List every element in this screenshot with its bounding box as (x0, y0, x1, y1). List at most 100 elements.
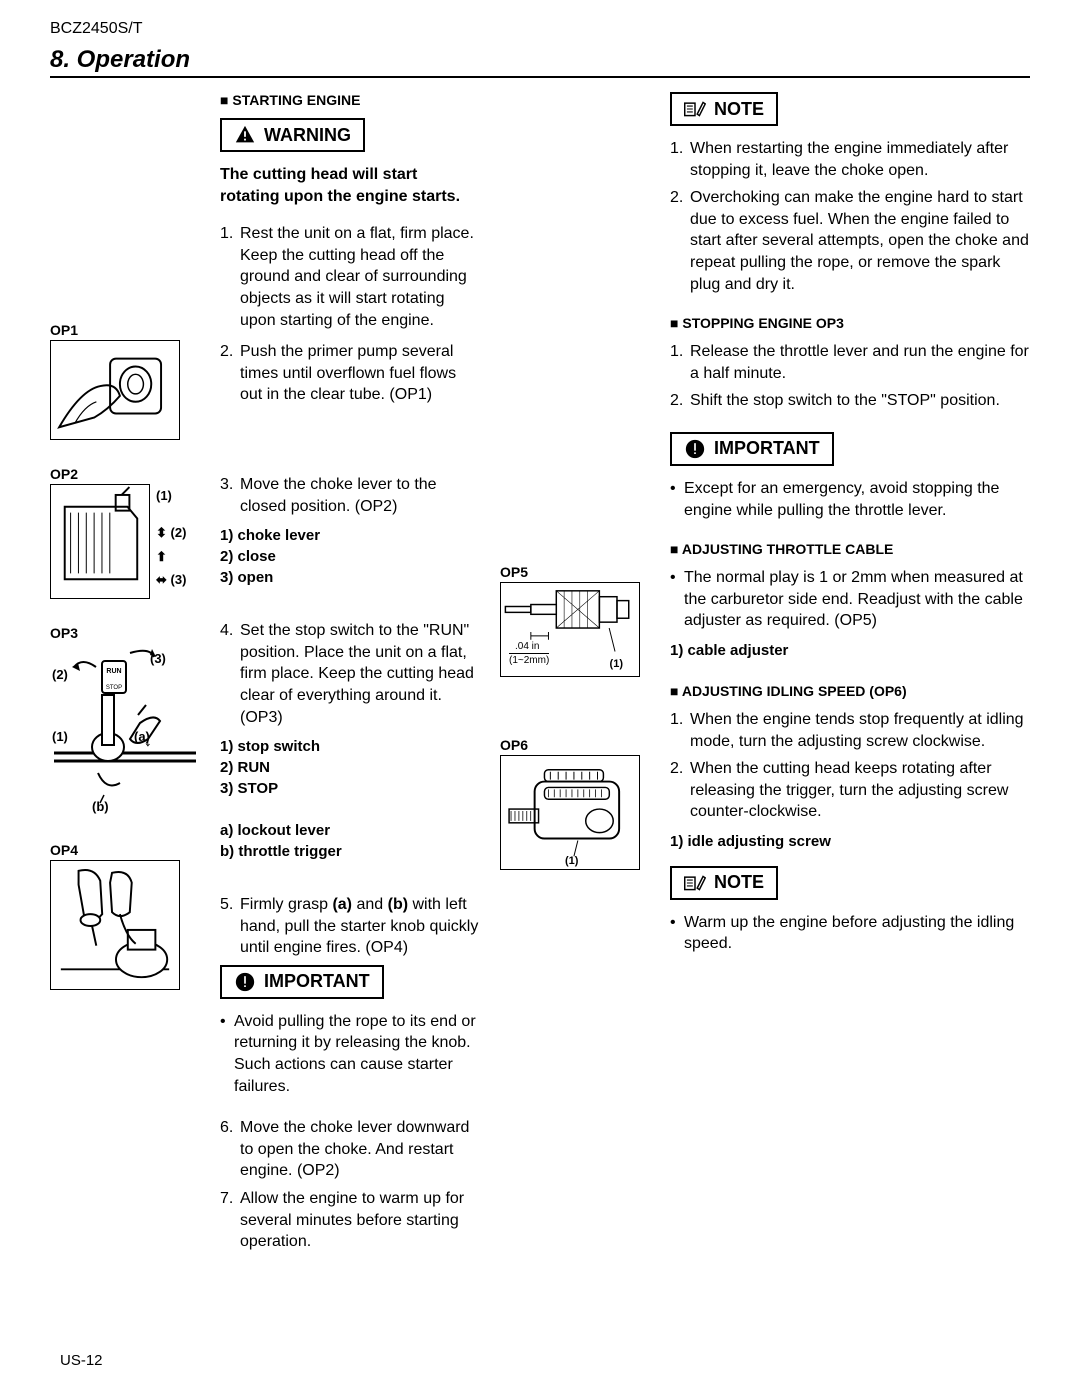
note2-list: Warm up the engine before adjusting the … (670, 912, 1030, 955)
step-text: When the engine tends stop frequently at… (690, 709, 1030, 752)
important-callout-2: IMPORTANT (670, 432, 834, 466)
step-text: Firmly grasp (a) and (b) with left hand,… (240, 894, 480, 959)
step-num: 6. (220, 1117, 240, 1182)
important-1-text: Avoid pulling the rope to its end or ret… (234, 1011, 480, 1097)
op3-c1: (1) (52, 729, 68, 744)
note-icon (684, 98, 706, 120)
note1-list: 1.When restarting the engine immediately… (670, 138, 1030, 295)
important-icon (234, 971, 256, 993)
starting-heading: STARTING ENGINE (220, 92, 480, 108)
op2-callout-1: (1) (156, 484, 186, 507)
note-icon (684, 872, 706, 894)
op1-figure (50, 340, 180, 440)
note-label: NOTE (714, 99, 764, 120)
throttle-list: The normal play is 1 or 2mm when measure… (670, 567, 1030, 632)
important-icon (684, 438, 706, 460)
important-2-text: Except for an emergency, avoid stopping … (684, 478, 1030, 521)
op5-legend: 1) cable adjuster (670, 640, 1030, 661)
step-num: 1. (670, 138, 690, 181)
op5-figure: .04 in (1~2mm) (1) (500, 582, 640, 677)
note-callout-1: NOTE (670, 92, 778, 126)
page-footer: US-12 (60, 1352, 103, 1369)
op5-c1: (1) (610, 658, 623, 670)
main-columns: OP1 OP2 (1) ⬍ (2) (50, 92, 1030, 1259)
op5-dim-top: .04 in (515, 641, 539, 652)
important-label: IMPORTANT (714, 438, 820, 459)
op2-legend: 1) choke lever 2) close 3) open (220, 525, 480, 588)
op3-c2: (2) (52, 667, 68, 682)
op6-label: OP6 (500, 737, 650, 753)
op1-label: OP1 (50, 322, 200, 338)
model-number: BCZ2450S/T (50, 20, 1030, 38)
op3-c3: (3) (150, 651, 166, 666)
throttle-heading: ADJUSTING THROTTLE CABLE (670, 541, 1030, 557)
warning-icon (234, 124, 256, 146)
step-text: Move the choke lever to the closed posit… (240, 474, 480, 517)
step-num: 1. (670, 341, 690, 384)
op4-label: OP4 (50, 842, 200, 858)
stopping-steps: 1.Release the throttle lever and run the… (670, 341, 1030, 412)
note-label: NOTE (714, 872, 764, 893)
op2-callout-3: ⬌ (3) (156, 568, 186, 591)
starting-steps-67: 6.Move the choke lever downward to open … (220, 1117, 480, 1253)
important-callout-1: IMPORTANT (220, 965, 384, 999)
idling-heading: ADJUSTING IDLING SPEED (OP6) (670, 683, 1030, 699)
op3-legend: 1) stop switch 2) RUN 3) STOP a) lockout… (220, 736, 480, 862)
op6-c1: (1) (565, 855, 578, 867)
op3-figure: RUN STOP (3) (2) (1) (a) ↓ (b) (50, 643, 200, 818)
step-num: 1. (220, 223, 240, 331)
op5-dim-bot: (1~2mm) (509, 653, 549, 666)
note-text: When restarting the engine immediately a… (690, 138, 1030, 181)
step-text: When the cutting head keeps rotating aft… (690, 758, 1030, 823)
op5-label: OP5 (500, 564, 650, 580)
step-num: 4. (220, 620, 240, 728)
mid-illustrations: OP5 .04 in (1~2mm) (1) OP6 (500, 92, 650, 1259)
op6-figure: (1) (500, 755, 640, 870)
note-text: Overchoking can make the engine hard to … (690, 187, 1030, 295)
important-label: IMPORTANT (264, 971, 370, 992)
starting-step-4: 4.Set the stop switch to the "RUN" posit… (220, 620, 480, 728)
op2-figure (50, 484, 150, 599)
note2-text: Warm up the engine before adjusting the … (684, 912, 1030, 955)
step-text: Shift the stop switch to the "STOP" posi… (690, 390, 1030, 412)
step-num: 7. (220, 1188, 240, 1253)
op2-callout-2: ⬍ (2) (156, 521, 186, 544)
important-1-list: Avoid pulling the rope to its end or ret… (220, 1011, 480, 1097)
step-num: 2. (220, 341, 240, 406)
starting-steps-1: 1.Rest the unit on a flat, firm place. K… (220, 223, 480, 406)
op4-figure (50, 860, 180, 990)
throttle-text: The normal play is 1 or 2mm when measure… (684, 567, 1030, 632)
step-text: Allow the engine to warm up for several … (240, 1188, 480, 1253)
stopping-heading: STOPPING ENGINE OP3 (670, 315, 1030, 331)
warning-label: WARNING (264, 125, 351, 146)
warning-callout: WARNING (220, 118, 365, 152)
op2-arrow: ⬆ (156, 545, 186, 568)
left-text-column: STARTING ENGINE WARNING The cutting head… (220, 92, 480, 1259)
op6-legend: 1) idle adjusting screw (670, 831, 1030, 852)
right-text-column: NOTE 1.When restarting the engine immedi… (670, 92, 1030, 1259)
step-num: 2. (670, 758, 690, 823)
chapter-title: 8. Operation (50, 46, 1030, 78)
step-num: 2. (670, 187, 690, 295)
svg-text:STOP: STOP (106, 685, 122, 691)
starting-step-3: 3.Move the choke lever to the closed pos… (220, 474, 480, 517)
step-text: Set the stop switch to the "RUN" positio… (240, 620, 480, 728)
starting-step-5: 5. Firmly grasp (a) and (b) with left ha… (220, 894, 480, 959)
step-num: 2. (670, 390, 690, 412)
idling-steps: 1.When the engine tends stop frequently … (670, 709, 1030, 823)
note-callout-2: NOTE (670, 866, 778, 900)
step-text: Push the primer pump several times until… (240, 341, 480, 406)
step-num: 1. (670, 709, 690, 752)
step-text: Move the choke lever downward to open th… (240, 1117, 480, 1182)
step-text: Release the throttle lever and run the e… (690, 341, 1030, 384)
op3-arrow-a: ↓ (144, 733, 152, 751)
step-num: 5. (220, 894, 240, 959)
op2-label: OP2 (50, 466, 200, 482)
step-text: Rest the unit on a flat, firm place. Kee… (240, 223, 480, 331)
warning-text: The cutting head will start rotating upo… (220, 164, 480, 207)
svg-text:RUN: RUN (106, 668, 121, 675)
step-num: 3. (220, 474, 240, 517)
op3-label: OP3 (50, 625, 200, 641)
left-illustrations: OP1 OP2 (1) ⬍ (2) (50, 92, 200, 1259)
op3-cb: (b) (92, 799, 109, 814)
